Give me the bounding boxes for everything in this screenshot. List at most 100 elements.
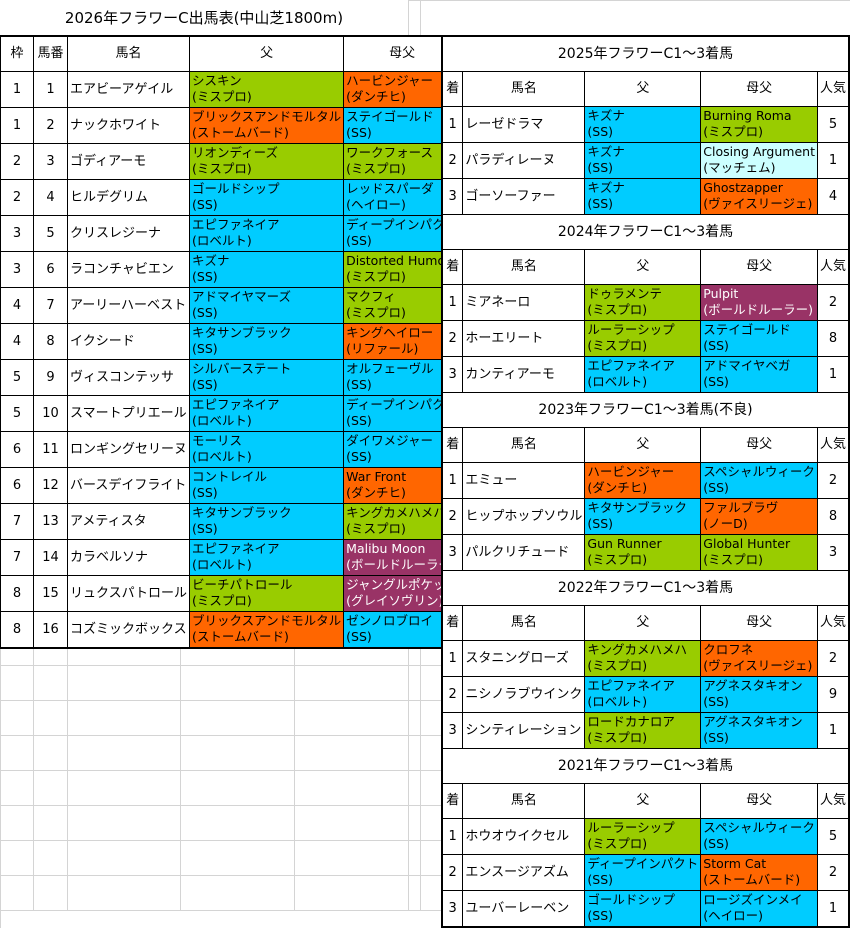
number-cell[interactable]: 2: [33, 107, 68, 144]
waku-cell[interactable]: 8: [0, 575, 34, 612]
horse-name-cell[interactable]: ヒルデグリム: [66, 179, 191, 216]
column-header[interactable]: 人気: [816, 783, 850, 819]
dam-sire-cell[interactable]: Burning Roma (ミスプロ): [700, 106, 818, 143]
horse-name-cell[interactable]: ホウオウイクセル: [462, 818, 586, 855]
column-header[interactable]: 人気: [816, 249, 850, 285]
column-header[interactable]: 父: [584, 783, 702, 819]
sire-cell[interactable]: ビーチパトロール (ミスプロ): [189, 575, 345, 612]
column-header[interactable]: 父: [584, 427, 702, 463]
sire-cell[interactable]: エピファネイア (ロベルト): [189, 539, 345, 576]
sire-cell[interactable]: エピファネイア (ロベルト): [584, 356, 702, 393]
popularity-cell[interactable]: 2: [816, 854, 850, 891]
popularity-cell[interactable]: 9: [816, 676, 850, 713]
finish-cell[interactable]: 2: [441, 676, 464, 713]
finish-cell[interactable]: 3: [441, 178, 464, 215]
number-cell[interactable]: 14: [33, 539, 68, 576]
horse-name-cell[interactable]: アメティスタ: [66, 503, 191, 540]
sire-cell[interactable]: ドゥラメンテ (ミスプロ): [584, 284, 702, 321]
number-cell[interactable]: 15: [33, 575, 68, 612]
waku-cell[interactable]: 7: [0, 503, 34, 540]
column-header[interactable]: 枠: [0, 35, 34, 72]
horse-name-cell[interactable]: アーリーハーベスト: [66, 287, 191, 324]
finish-cell[interactable]: 3: [441, 356, 464, 393]
number-cell[interactable]: 13: [33, 503, 68, 540]
column-header[interactable]: 母父: [700, 427, 818, 463]
horse-name-cell[interactable]: ラコンチャビエン: [66, 251, 191, 288]
dam-sire-cell[interactable]: ファルブラヴ (ノーD): [700, 498, 818, 535]
column-header[interactable]: 着: [441, 249, 464, 285]
horse-name-cell[interactable]: ヴィスコンテッサ: [66, 359, 191, 396]
waku-cell[interactable]: 4: [0, 287, 34, 324]
number-cell[interactable]: 10: [33, 395, 68, 432]
column-header[interactable]: 父: [584, 605, 702, 641]
column-header[interactable]: 馬名: [66, 35, 191, 72]
waku-cell[interactable]: 2: [0, 179, 34, 216]
horse-name-cell[interactable]: ロンギングセリーヌ: [66, 431, 191, 468]
horse-name-cell[interactable]: ユーバーレーベン: [462, 890, 586, 928]
horse-name-cell[interactable]: スタニングローズ: [462, 640, 586, 677]
popularity-cell[interactable]: 2: [816, 284, 850, 321]
number-cell[interactable]: 8: [33, 323, 68, 360]
column-header[interactable]: 父: [584, 71, 702, 107]
horse-name-cell[interactable]: クリスレジーナ: [66, 215, 191, 252]
waku-cell[interactable]: 3: [0, 215, 34, 252]
popularity-cell[interactable]: 5: [816, 106, 850, 143]
finish-cell[interactable]: 3: [441, 890, 464, 928]
column-header[interactable]: 人気: [816, 427, 850, 463]
number-cell[interactable]: 9: [33, 359, 68, 396]
waku-cell[interactable]: 5: [0, 395, 34, 432]
finish-cell[interactable]: 3: [441, 534, 464, 571]
sire-cell[interactable]: エピファネイア (ロベルト): [584, 676, 702, 713]
column-header[interactable]: 馬名: [462, 783, 586, 819]
column-header[interactable]: 着: [441, 71, 464, 107]
sire-cell[interactable]: ルーラーシップ (ミスプロ): [584, 818, 702, 855]
horse-name-cell[interactable]: エアビーアゲイル: [66, 71, 191, 108]
horse-name-cell[interactable]: ホーエリート: [462, 320, 586, 357]
waku-cell[interactable]: 6: [0, 431, 34, 468]
horse-name-cell[interactable]: シンティレーション: [462, 712, 586, 749]
horse-name-cell[interactable]: カンティアーモ: [462, 356, 586, 393]
popularity-cell[interactable]: 4: [816, 178, 850, 215]
horse-name-cell[interactable]: エミュー: [462, 462, 586, 499]
sire-cell[interactable]: キングカメハメハ (ミスプロ): [584, 640, 702, 677]
column-header[interactable]: 母父: [700, 249, 818, 285]
number-cell[interactable]: 11: [33, 431, 68, 468]
column-header[interactable]: 母父: [700, 605, 818, 641]
column-header[interactable]: 着: [441, 427, 464, 463]
finish-cell[interactable]: 2: [441, 854, 464, 891]
column-header[interactable]: 馬名: [462, 249, 586, 285]
column-header[interactable]: 着: [441, 605, 464, 641]
waku-cell[interactable]: 8: [0, 611, 34, 649]
finish-cell[interactable]: 1: [441, 284, 464, 321]
dam-sire-cell[interactable]: キングヘイロー (リファール): [343, 323, 462, 360]
popularity-cell[interactable]: 1: [816, 712, 850, 749]
number-cell[interactable]: 16: [33, 611, 68, 649]
waku-cell[interactable]: 1: [0, 71, 34, 108]
finish-cell[interactable]: 2: [441, 320, 464, 357]
popularity-cell[interactable]: 1: [816, 890, 850, 928]
sire-cell[interactable]: キズナ (SS): [584, 142, 702, 179]
sire-cell[interactable]: ゴールドシップ (SS): [584, 890, 702, 928]
waku-cell[interactable]: 4: [0, 323, 34, 360]
number-cell[interactable]: 6: [33, 251, 68, 288]
sire-cell[interactable]: アドマイヤマーズ (SS): [189, 287, 345, 324]
dam-sire-cell[interactable]: Closing Argument (マッチェム): [700, 142, 818, 179]
number-cell[interactable]: 1: [33, 71, 68, 108]
number-cell[interactable]: 12: [33, 467, 68, 504]
horse-name-cell[interactable]: ゴーソーファー: [462, 178, 586, 215]
horse-name-cell[interactable]: レーゼドラマ: [462, 106, 586, 143]
sire-cell[interactable]: モーリス (ロベルト): [189, 431, 345, 468]
horse-name-cell[interactable]: バースデイフライト: [66, 467, 191, 504]
column-header[interactable]: 人気: [816, 605, 850, 641]
finish-cell[interactable]: 1: [441, 640, 464, 677]
column-header[interactable]: 父: [189, 35, 345, 72]
sire-cell[interactable]: キタサンブラック (SS): [584, 498, 702, 535]
dam-sire-cell[interactable]: Ghostzapper (ヴァイスリージェ): [700, 178, 818, 215]
dam-sire-cell[interactable]: スペシャルウィーク (SS): [700, 462, 818, 499]
finish-cell[interactable]: 2: [441, 498, 464, 535]
horse-name-cell[interactable]: スマートプリエール: [66, 395, 191, 432]
sire-cell[interactable]: シスキン (ミスプロ): [189, 71, 345, 108]
column-header[interactable]: 母父: [700, 783, 818, 819]
dam-sire-cell[interactable]: ロージズインメイ (ヘイロー): [700, 890, 818, 928]
sire-cell[interactable]: キズナ (SS): [189, 251, 345, 288]
